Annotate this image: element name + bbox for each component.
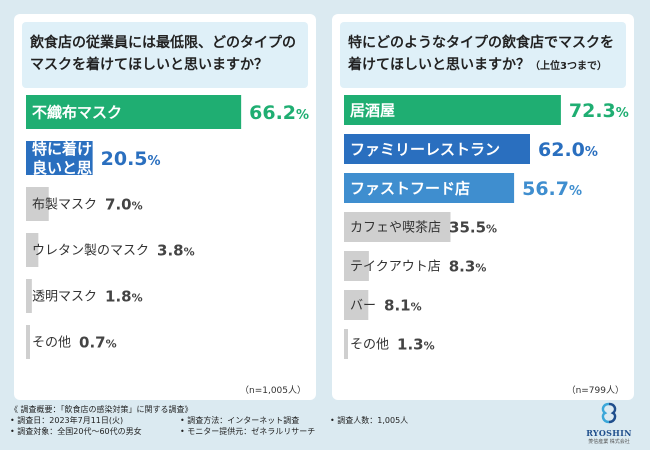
bar-1 bbox=[26, 141, 93, 175]
category-label-0: 不織布マスク bbox=[32, 103, 122, 121]
value-label-5: 8.1% bbox=[384, 296, 422, 314]
survey-method: • 調査方法：インターネット調査 bbox=[180, 416, 300, 425]
survey-title: 《 調査概要：「飲食店の感染対策」に関する調査》 bbox=[10, 405, 193, 414]
survey-row-1: • 調査日：2023年7月11日(火) • 調査方法：インターネット調査 • 調… bbox=[10, 415, 570, 426]
survey-count: • 調査人数：1,005人 bbox=[330, 416, 409, 425]
value-label-0: 66.2% bbox=[249, 102, 309, 124]
bar-3 bbox=[344, 212, 451, 242]
category-label-0: 居酒屋 bbox=[350, 101, 395, 119]
survey-date: • 調査日：2023年7月11日(火) bbox=[10, 416, 124, 425]
left-panel: 飲食店の従業員には最低限、どのタイプのマスクを着けてほしいと思いますか？ 不織布… bbox=[14, 14, 316, 400]
bar-0 bbox=[344, 95, 561, 125]
category-label-1: 特に着けなくても良いと思う bbox=[32, 140, 151, 177]
survey-summary: 《 調査概要：「飲食店の感染対策」に関する調査》 • 調査日：2023年7月11… bbox=[10, 404, 570, 437]
bar-3 bbox=[26, 233, 39, 267]
value-label-3: 3.8% bbox=[157, 241, 195, 259]
bar-2 bbox=[26, 187, 49, 221]
left-sample-size: （n=1,005人） bbox=[239, 386, 306, 396]
right-bar-chart: 居酒屋 72.3% ファミリーレストラン 62.0% ファストフード店 56.7% カフェや… bbox=[344, 95, 629, 359]
bar-0 bbox=[26, 95, 242, 129]
right-question-text: 特にどのようなタイプの飲食店でマスクを着けてほしいと思いますか？ bbox=[348, 35, 614, 73]
value-label-2: 56.7% bbox=[522, 178, 582, 200]
value-label-2: 7.0% bbox=[105, 195, 143, 213]
right-panel: 特にどのようなタイプの飲食店でマスクを着けてほしいと思いますか？（上位3つまで）… bbox=[332, 14, 634, 400]
category-label-1: ファミリーレストラン bbox=[350, 140, 500, 158]
value-label-5: 0.7% bbox=[79, 333, 117, 351]
value-label-4: 1.8% bbox=[105, 287, 143, 305]
right-sample-size: （n=799人） bbox=[566, 386, 624, 396]
left-question-box: 飲食店の従業員には最低限、どのタイプのマスクを着けてほしいと思いますか？ bbox=[22, 22, 308, 88]
survey-row-2: • 調査対象：全国20代〜60代の男女 • モニター提供元：ゼネラルリサーチ bbox=[10, 426, 570, 437]
category-label-5: その他 bbox=[32, 336, 71, 351]
bar-6 bbox=[344, 329, 348, 359]
bar-4 bbox=[26, 279, 32, 313]
category-label-2: 布製マスク bbox=[32, 198, 97, 213]
value-label-4: 8.3% bbox=[449, 257, 487, 275]
right-question-box: 特にどのようなタイプの飲食店でマスクを着けてほしいと思いますか？（上位3つまで） bbox=[340, 22, 626, 88]
bar-2 bbox=[344, 173, 515, 203]
bar-5 bbox=[26, 325, 30, 359]
company-logo: RYOSHIN 菱信産業 株式会社 bbox=[582, 402, 636, 445]
category-label-4: 透明マスク bbox=[32, 290, 97, 305]
value-label-0: 72.3% bbox=[569, 100, 629, 122]
category-label-4: テイクアウト店 bbox=[350, 260, 441, 275]
value-label-6: 1.3% bbox=[397, 335, 435, 353]
value-label-3: 35.5% bbox=[449, 218, 497, 236]
logo-name: RYOSHIN bbox=[586, 428, 632, 438]
category-label-3: ウレタン製のマスク bbox=[32, 244, 149, 259]
survey-provider: • モニター提供元：ゼネラルリサーチ bbox=[180, 427, 316, 436]
bar-5 bbox=[344, 290, 369, 320]
logo-sub: 菱信産業 株式会社 bbox=[588, 439, 630, 445]
value-label-1: 62.0% bbox=[538, 139, 598, 161]
bar-4 bbox=[344, 251, 369, 281]
category-label-5: バー bbox=[350, 299, 376, 314]
left-question: 飲食店の従業員には最低限、どのタイプのマスクを着けてほしいと思いますか？ bbox=[30, 35, 296, 73]
bar-1 bbox=[344, 134, 530, 164]
right-question: 特にどのようなタイプの飲食店でマスクを着けてほしいと思いますか？（上位3つまで） bbox=[348, 32, 618, 78]
category-label-3: カフェや喫茶店 bbox=[350, 220, 441, 236]
value-label-1: 20.5% bbox=[101, 148, 161, 170]
survey-target: • 調査対象：全国20代〜60代の男女 bbox=[10, 427, 142, 436]
category-label-2: ファストフード店 bbox=[350, 179, 470, 197]
category-label-6: その他 bbox=[350, 338, 389, 353]
logo-mark-icon bbox=[601, 402, 617, 424]
right-question-note: （上位3つまで） bbox=[530, 61, 607, 72]
